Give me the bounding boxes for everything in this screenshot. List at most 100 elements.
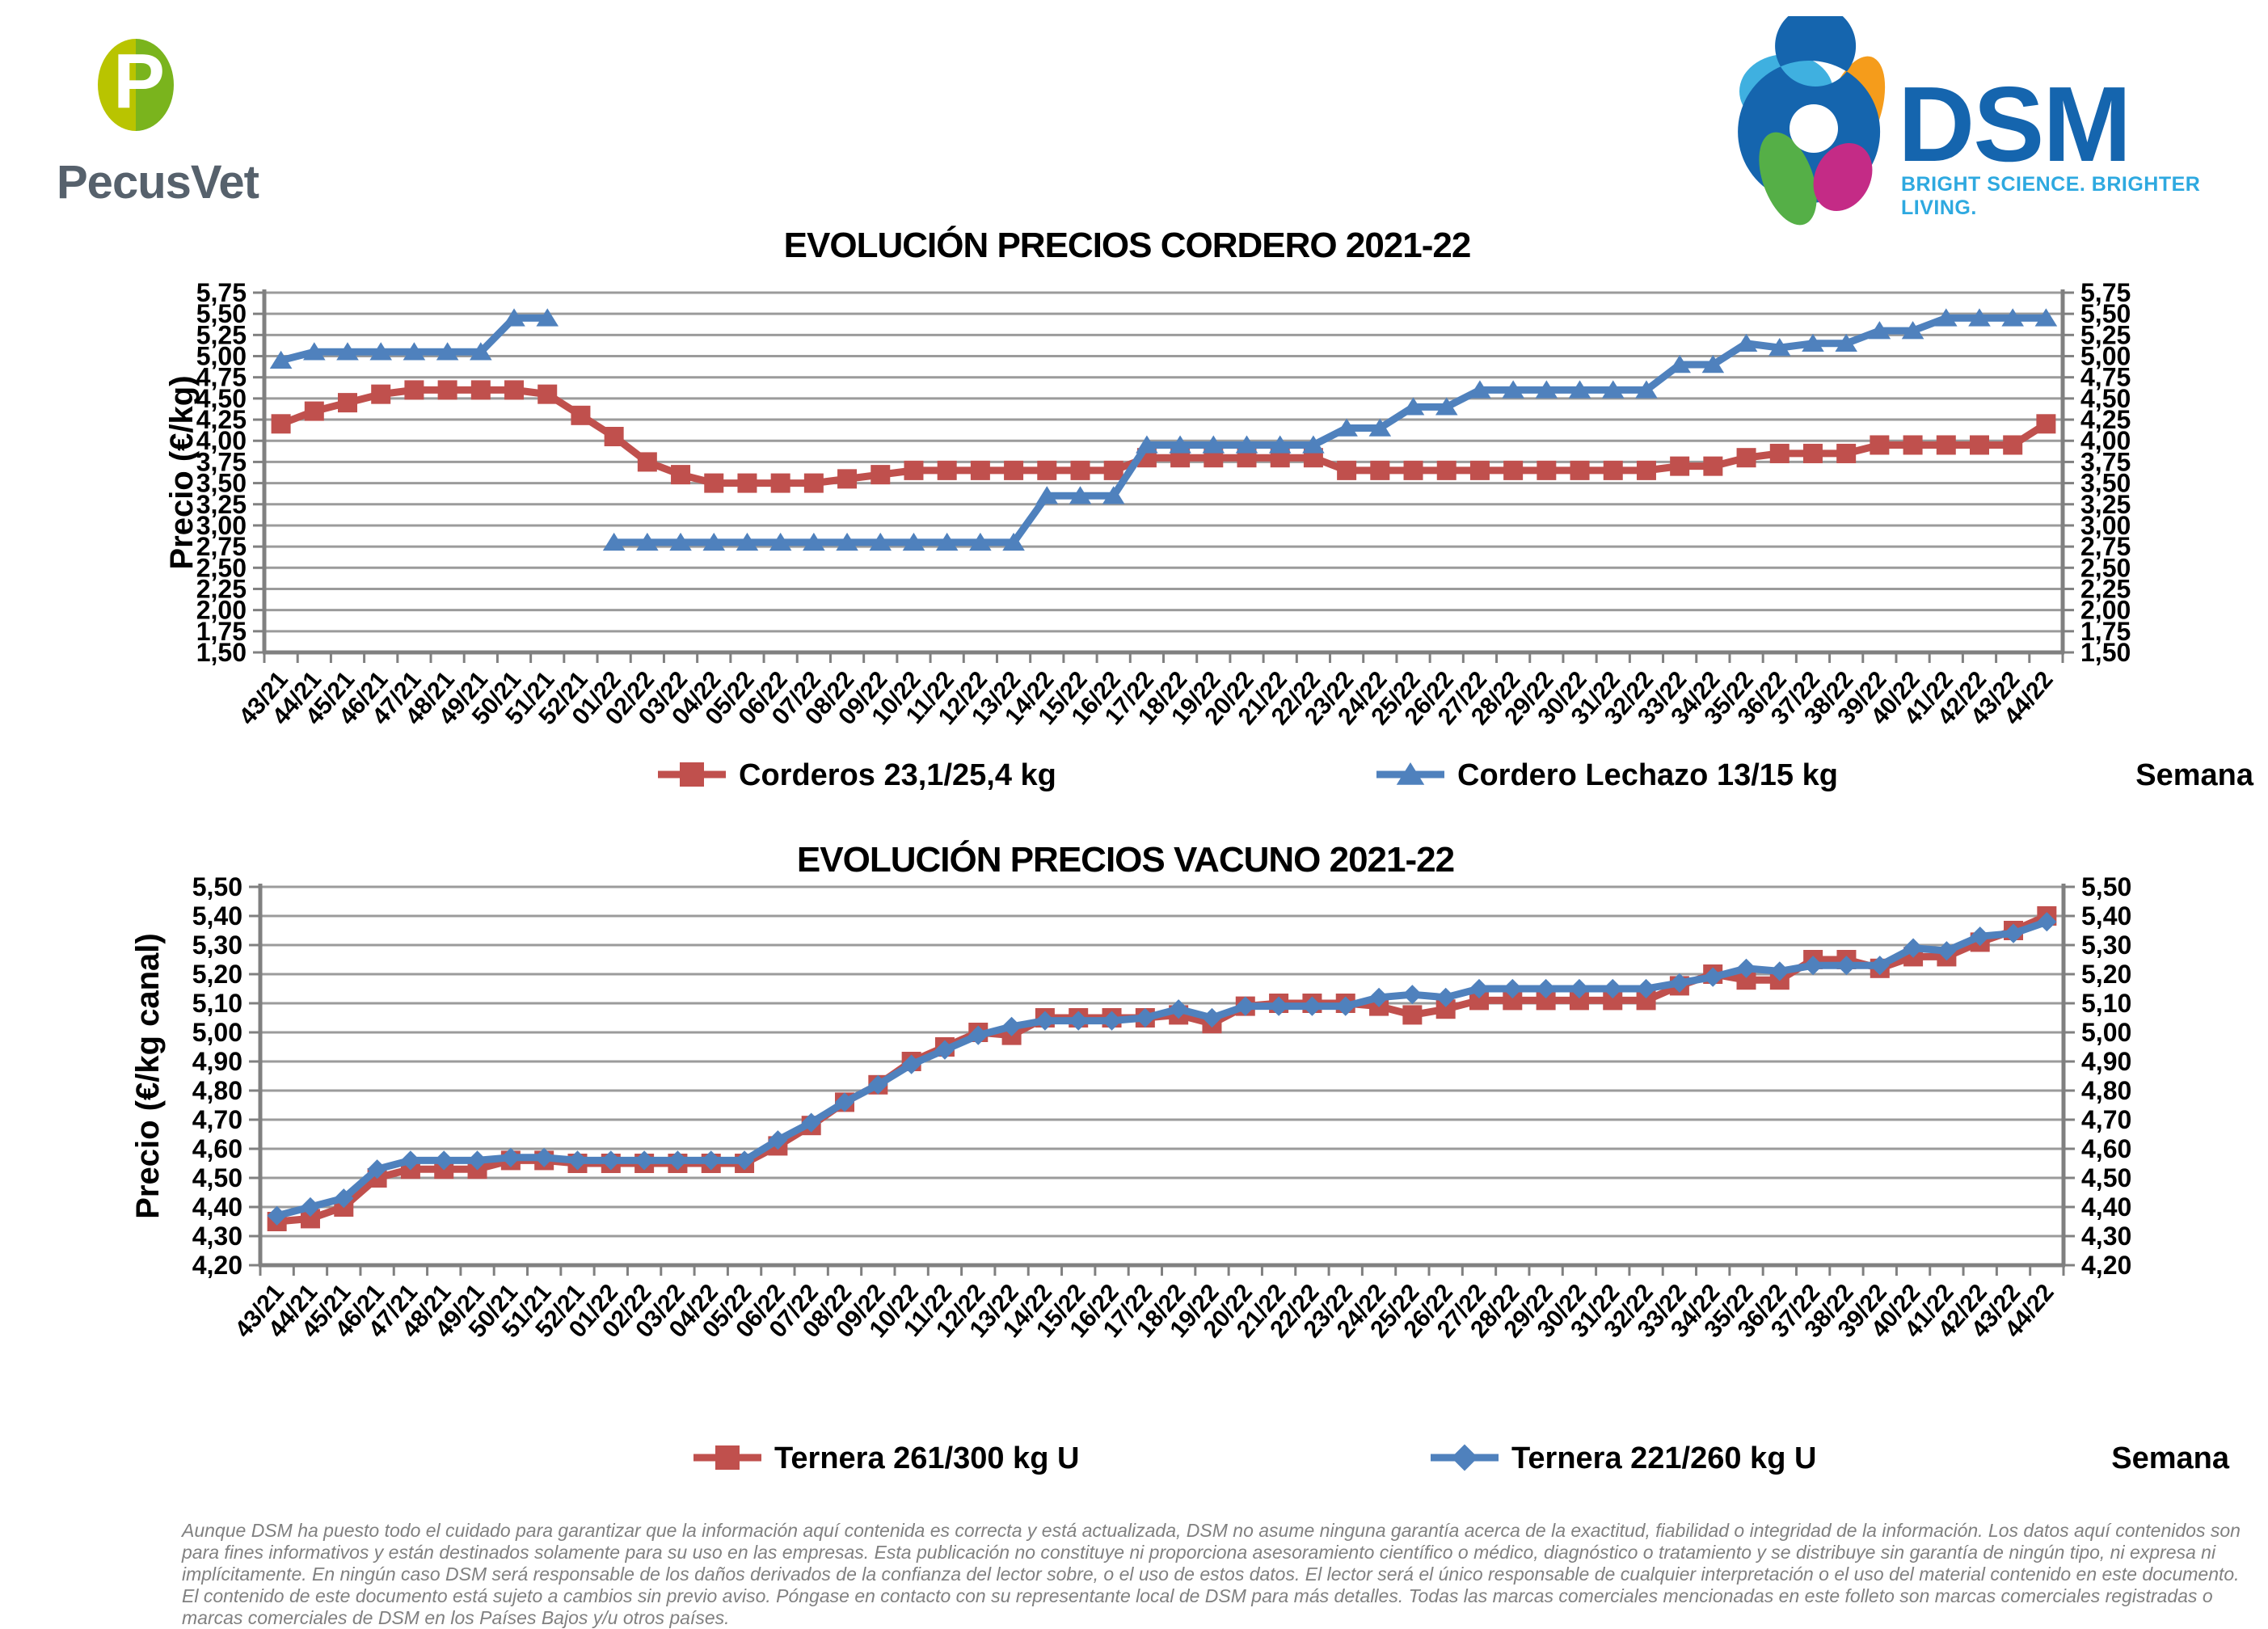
svg-text:4,90: 4,90 — [2081, 1047, 2131, 1076]
svg-text:4,40: 4,40 — [192, 1192, 242, 1222]
svg-text:1,75: 1,75 — [196, 617, 247, 646]
svg-text:2,25: 2,25 — [2080, 574, 2131, 603]
dsm-logo-swirl — [1738, 16, 1886, 226]
svg-text:4,50: 4,50 — [192, 1163, 242, 1192]
svg-text:2,75: 2,75 — [2080, 532, 2131, 561]
svg-text:4,80: 4,80 — [192, 1076, 242, 1105]
svg-text:4,90: 4,90 — [192, 1047, 242, 1076]
series-ternera-221-260-kg-u — [267, 912, 2057, 1226]
svg-text:4,30: 4,30 — [2081, 1222, 2131, 1251]
svg-text:3,00: 3,00 — [2080, 511, 2131, 540]
svg-text:Ternera 261/300 kg U: Ternera 261/300 kg U — [774, 1441, 1079, 1475]
svg-text:Ternera 221/260 kg U: Ternera 221/260 kg U — [1511, 1441, 1816, 1475]
svg-text:3,75: 3,75 — [196, 447, 247, 476]
svg-text:5,40: 5,40 — [192, 901, 242, 931]
svg-text:4,50: 4,50 — [2080, 384, 2131, 413]
svg-text:4,40: 4,40 — [2081, 1192, 2131, 1222]
svg-text:Corderos 23,1/25,4 kg: Corderos 23,1/25,4 kg — [739, 758, 1056, 792]
svg-text:5,00: 5,00 — [196, 342, 247, 371]
svg-text:3,00: 3,00 — [196, 511, 247, 540]
x-axis-labels: 43/2144/2145/2146/2147/2148/2149/2150/21… — [230, 1279, 2059, 1343]
svg-text:5,25: 5,25 — [196, 320, 247, 349]
svg-text:5,50: 5,50 — [192, 872, 242, 901]
axes — [262, 289, 2065, 663]
svg-text:5,00: 5,00 — [192, 1018, 242, 1047]
svg-text:4,50: 4,50 — [196, 384, 247, 413]
svg-text:1,50: 1,50 — [2080, 638, 2131, 667]
gridlines — [249, 885, 2075, 1267]
svg-text:2,75: 2,75 — [196, 532, 247, 561]
dsm-wordmark: DSM — [1898, 65, 2131, 184]
svg-text:5,30: 5,30 — [2081, 931, 2131, 960]
gridlines — [253, 291, 2074, 654]
series-corderos-23-1-25-4-kg — [271, 380, 2056, 493]
chart-evoluci-n-precios-cordero-2021-22: 5,75 5,755,50 5,505,25 5,255,00 5,004,75 4,75… — [164, 225, 2254, 792]
pecusvet-logo-mark — [98, 39, 174, 131]
svg-text:5,00: 5,00 — [2080, 342, 2131, 371]
x-axis-title: Semana — [2135, 758, 2254, 792]
dsm-logo: DSM BRIGHT SCIENCE. BRIGHTER LIVING. — [1697, 16, 2268, 243]
svg-text:5,50: 5,50 — [2080, 299, 2131, 328]
svg-text:2,25: 2,25 — [196, 574, 247, 603]
dsm-swirl-magenta-petal — [1813, 142, 1873, 212]
legend-item-cordero-lechazo-13-15-kg: Cordero Lechazo 13/15 kg — [1376, 758, 1838, 792]
series-ternera-261-300-kg-u — [267, 906, 2057, 1231]
y-axis-labels: 5,75 5,755,50 5,505,25 5,255,00 5,004,75 4,75… — [196, 278, 2131, 667]
svg-text:3,50: 3,50 — [196, 469, 247, 498]
svg-text:5,20: 5,20 — [2081, 960, 2131, 989]
svg-text:5,20: 5,20 — [192, 960, 242, 989]
pecusvet-logo-left-half — [98, 39, 136, 131]
svg-text:4,30: 4,30 — [192, 1222, 242, 1251]
svg-text:4,20: 4,20 — [2081, 1251, 2131, 1280]
svg-text:5,50: 5,50 — [196, 299, 247, 328]
svg-text:4,25: 4,25 — [2080, 405, 2131, 434]
svg-text:5,00: 5,00 — [2081, 1018, 2131, 1047]
svg-text:4,80: 4,80 — [2081, 1076, 2131, 1105]
svg-text:2,00: 2,00 — [196, 596, 247, 625]
svg-text:3,25: 3,25 — [196, 490, 247, 519]
svg-text:2,50: 2,50 — [2080, 553, 2131, 582]
svg-text:4,70: 4,70 — [2081, 1105, 2131, 1134]
svg-text:5,10: 5,10 — [192, 989, 242, 1018]
svg-text:5,50: 5,50 — [2081, 872, 2131, 901]
svg-text:4,25: 4,25 — [196, 405, 247, 434]
svg-text:4,20: 4,20 — [192, 1251, 242, 1280]
svg-text:2,00: 2,00 — [2080, 596, 2131, 625]
svg-text:4,60: 4,60 — [192, 1134, 242, 1163]
svg-text:4,60: 4,60 — [2081, 1134, 2131, 1163]
legend-item-ternera-261-300-kg-u: Ternera 261/300 kg U — [693, 1441, 1079, 1475]
chart-title: EVOLUCIÓN PRECIOS VACUNO 2021-22 — [797, 839, 1454, 880]
footer-disclaimer: Aunque DSM ha puesto todo el cuidado par… — [182, 1520, 2241, 1628]
svg-text:2,50: 2,50 — [196, 553, 247, 582]
svg-text:Cordero Lechazo 13/15 kg: Cordero Lechazo 13/15 kg — [1457, 758, 1838, 792]
svg-text:5,30: 5,30 — [192, 931, 242, 960]
svg-text:4,00: 4,00 — [196, 426, 247, 455]
svg-text:4,00: 4,00 — [2080, 426, 2131, 455]
dsm-tagline: BRIGHT SCIENCE. BRIGHTER LIVING. — [1901, 173, 2201, 219]
svg-text:5,75: 5,75 — [2080, 278, 2131, 307]
svg-text:4,75: 4,75 — [196, 363, 247, 392]
legend-item-corderos-23-1-25-4-kg: Corderos 23,1/25,4 kg — [658, 758, 1056, 792]
svg-text:5,75: 5,75 — [196, 278, 247, 307]
svg-text:1,50: 1,50 — [196, 638, 247, 667]
y-axis-title: Precio (€/kg canal) — [130, 933, 166, 1218]
svg-text:3,75: 3,75 — [2080, 447, 2131, 476]
x-axis-title: Semana — [2111, 1441, 2230, 1475]
svg-text:4,75: 4,75 — [2080, 363, 2131, 392]
chart-title: EVOLUCIÓN PRECIOS CORDERO 2021-22 — [784, 225, 1471, 265]
series-cordero-lechazo-13-15-kg — [269, 308, 2058, 551]
svg-text:4,70: 4,70 — [192, 1105, 242, 1134]
pecusvet-logo: P PecusVet — [0, 0, 291, 218]
svg-text:3,50: 3,50 — [2080, 469, 2131, 498]
axes — [258, 884, 2066, 1276]
svg-text:3,25: 3,25 — [2080, 490, 2131, 519]
chart-evoluci-n-precios-vacuno-2021-22: 5,50 5,505,40 5,405,30 5,305,20 5,205,10 5,10… — [130, 839, 2230, 1475]
pecusvet-logo-letter: P — [113, 38, 166, 124]
legend: Ternera 261/300 kg U Ternera 221/260 kg U… — [693, 1441, 2230, 1475]
pecusvet-wordmark: PecusVet — [57, 156, 259, 209]
y-axis-labels: 5,50 5,505,40 5,405,30 5,305,20 5,205,10 5,10… — [192, 872, 2132, 1280]
legend: Corderos 23,1/25,4 kg Cordero Lechazo 13/… — [658, 758, 2254, 792]
y-axis-title: Precio (€/kg) — [164, 375, 200, 569]
svg-text:1,75: 1,75 — [2080, 617, 2131, 646]
